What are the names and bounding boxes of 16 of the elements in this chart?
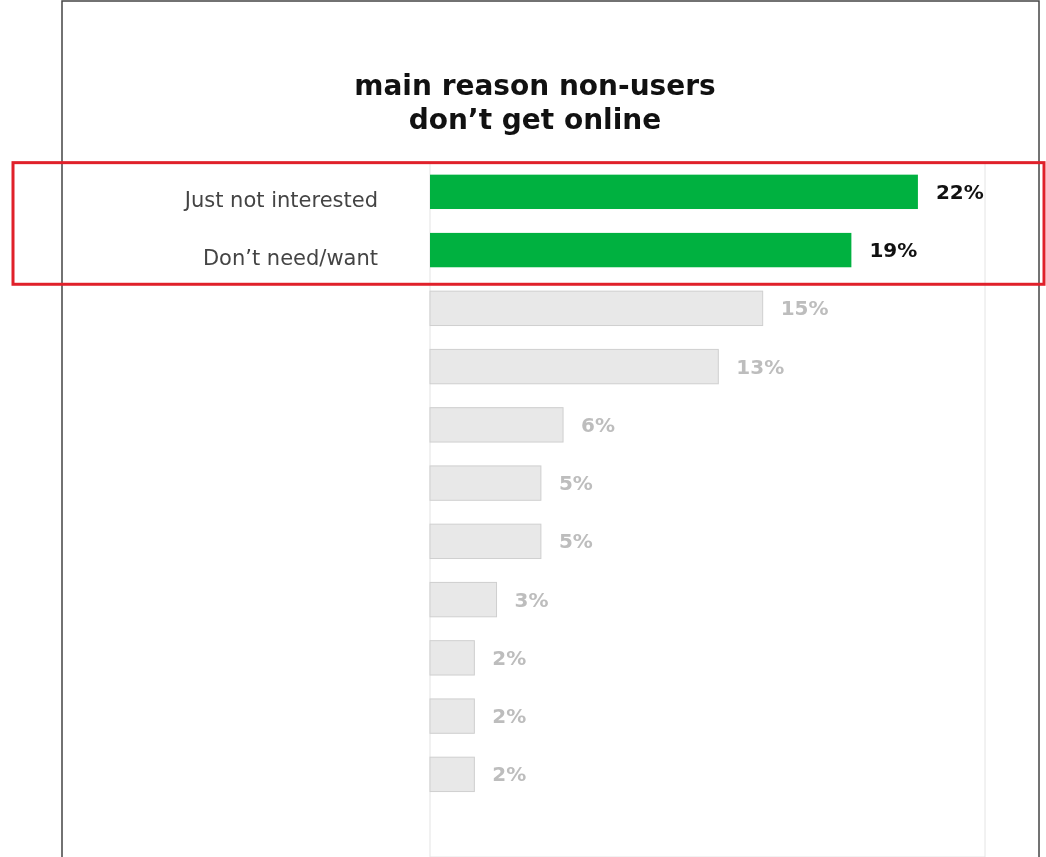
chart-title: main reason non-users don’t get online (354, 69, 716, 136)
data-label: 2% (492, 645, 527, 670)
data-label: 3% (514, 587, 549, 612)
data-label: 2% (492, 762, 527, 787)
data-label: 6% (581, 412, 616, 437)
data-label: 19% (869, 238, 918, 263)
data-label: 22% (935, 179, 984, 204)
bar (430, 174, 918, 210)
bar (430, 232, 852, 268)
data-label: 5% (558, 529, 593, 554)
data-label: 13% (736, 354, 785, 379)
data-label: 2% (492, 704, 527, 729)
y-tick-label: Don’t need/want (202, 246, 378, 271)
data-label: 15% (780, 296, 829, 321)
data-label: 5% (558, 471, 593, 496)
y-tick-label: Just not interested (182, 188, 378, 213)
